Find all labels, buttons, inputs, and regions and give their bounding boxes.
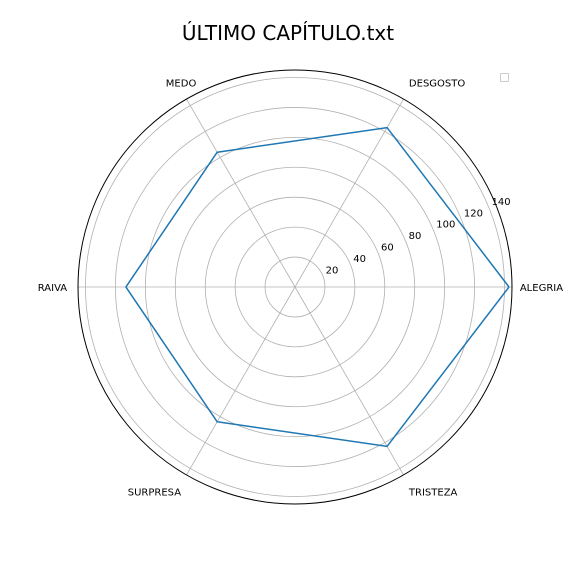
category-label-surpresa: SURPRESA xyxy=(128,487,181,498)
r-tick-label-100: 100 xyxy=(436,220,455,231)
category-label-alegria: ALEGRIA xyxy=(520,283,563,294)
grid-spoke-tristeza xyxy=(294,286,404,476)
r-tick-label-60: 60 xyxy=(381,243,394,254)
category-label-medo: MEDO xyxy=(166,79,197,90)
r-tick-label-20: 20 xyxy=(326,266,339,277)
chart-title: ÚLTIMO CAPÍTULO.txt xyxy=(181,21,395,45)
r-tick-label-120: 120 xyxy=(464,208,483,219)
grid-spoke-desgosto xyxy=(294,98,404,288)
r-tick-label-140: 140 xyxy=(492,197,511,208)
polar-frame xyxy=(77,69,513,505)
legend-box xyxy=(500,73,509,82)
r-tick-label-80: 80 xyxy=(409,231,422,242)
category-label-desgosto: DESGOSTO xyxy=(409,79,465,90)
grid-spoke-medo xyxy=(186,98,296,288)
r-tick-label-40: 40 xyxy=(353,254,366,265)
category-label-tristeza: TRISTEZA xyxy=(408,487,458,498)
category-label-raiva: RAIVA xyxy=(38,283,68,294)
grid-spoke-surpresa xyxy=(186,286,296,476)
